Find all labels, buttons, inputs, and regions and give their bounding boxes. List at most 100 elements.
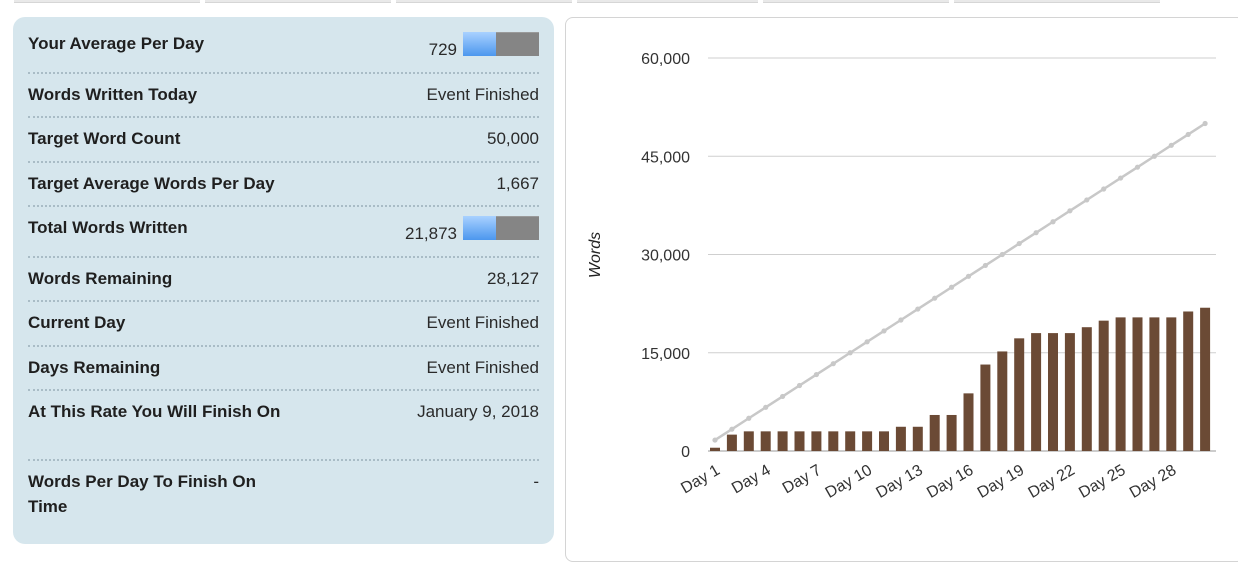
x-tick-label: Day 28 [1127, 462, 1179, 502]
avg-progress-bar [463, 32, 539, 56]
tab-stub[interactable] [577, 0, 758, 3]
stat-value: Event Finished [426, 313, 539, 332]
bar [1115, 317, 1126, 451]
target-point [830, 361, 836, 367]
x-tick-label: Day 22 [1025, 462, 1077, 502]
target-point [915, 306, 921, 312]
x-tick-label: Day 19 [975, 462, 1027, 502]
x-tick-label: Day 4 [729, 462, 774, 498]
chart-panel: 0 15,000 30,000 45,000 60,000 Day 1 Day 4 Day … [565, 17, 1238, 562]
row-divider [28, 459, 539, 461]
bar [1098, 320, 1109, 451]
bar [1081, 327, 1092, 451]
progress-fill [463, 32, 497, 56]
target-point [965, 273, 972, 279]
stat-label: Total Words Written [28, 218, 188, 237]
stat-value: 1,667 [496, 174, 539, 193]
stat-row-current-day: Current Day Event Finished [28, 310, 539, 335]
stat-value: Event Finished [426, 358, 539, 377]
target-point [780, 393, 786, 400]
target-point [1151, 153, 1157, 159]
stat-label: Words Written Today [28, 85, 198, 104]
stat-value: 729 [428, 40, 457, 59]
bar [895, 426, 906, 451]
bar [1048, 333, 1058, 451]
bar [946, 414, 957, 451]
row-divider [28, 116, 539, 118]
bar [845, 431, 856, 451]
stat-label: Target Word Count [28, 129, 181, 148]
row-divider [28, 389, 539, 391]
stat-row-avg-per-day: Your Average Per Day 729 [28, 30, 539, 60]
tab-stub[interactable] [763, 0, 949, 3]
target-point [729, 426, 735, 432]
tab-stub[interactable] [954, 0, 1160, 3]
stat-row-target-count: Target Word Count 50,000 [28, 126, 539, 151]
bar [912, 426, 923, 451]
stat-row-total-written: Total Words Written 21,873 [28, 214, 539, 244]
target-point [1185, 131, 1191, 138]
tab-stub[interactable] [396, 0, 572, 3]
y-tick-label: 60,000 [641, 51, 690, 68]
bar [1166, 317, 1177, 451]
target-point [999, 251, 1005, 258]
target-point [864, 339, 870, 345]
stat-row-words-per-day-needed: Words Per Day To Finish On Time - [28, 469, 539, 519]
bar [1064, 333, 1075, 451]
target-point [1118, 175, 1124, 181]
tab-stub[interactable] [205, 0, 391, 3]
x-tick-label: Day 25 [1076, 462, 1128, 502]
bar [726, 434, 737, 451]
stat-value: - [533, 472, 539, 491]
target-point [1101, 186, 1107, 192]
bar-series [710, 307, 1211, 451]
target-point [898, 317, 904, 323]
row-divider [28, 256, 539, 258]
stat-label: At This Rate You Will Finish On [28, 402, 281, 421]
y-tick-label: 15,000 [641, 346, 690, 363]
y-tick-label: 30,000 [641, 248, 690, 265]
target-point [1050, 219, 1056, 225]
stat-label: Words Per Day To Finish On Time [28, 472, 256, 516]
bar [777, 431, 788, 451]
bar [794, 431, 805, 451]
bar [980, 364, 991, 451]
target-line-series [712, 120, 1208, 443]
tab-stub[interactable] [14, 0, 200, 3]
target-point [1202, 120, 1208, 127]
target-point [746, 415, 752, 421]
target-point [949, 284, 955, 290]
target-point [763, 404, 769, 410]
bar [963, 393, 974, 451]
bar [743, 431, 754, 451]
bar [710, 447, 720, 451]
stats-panel: Your Average Per Day 729 Words Written T… [13, 17, 554, 544]
stat-row-target-avg: Target Average Words Per Day 1,667 [28, 171, 539, 196]
y-tick-labels: 0 15,000 30,000 45,000 60,000 [641, 51, 690, 461]
target-point [1134, 164, 1141, 170]
stat-value: 21,873 [405, 224, 457, 243]
target-point [796, 382, 803, 389]
target-point [932, 295, 938, 301]
grid-lines [708, 57, 1216, 452]
x-tick-label: Day 1 [678, 462, 723, 498]
target-point [1067, 208, 1073, 214]
x-tick-label: Day 16 [924, 462, 976, 502]
bar [1132, 317, 1143, 451]
bar [1149, 317, 1160, 451]
target-point [847, 350, 853, 356]
target-point [1016, 240, 1022, 247]
stat-label: Current Day [28, 313, 126, 332]
stat-label: Words Remaining [28, 269, 173, 288]
target-point [1168, 142, 1174, 148]
stat-value: 28,127 [487, 269, 539, 288]
stat-value: Event Finished [426, 85, 539, 104]
stat-row-words-today: Words Written Today Event Finished [28, 82, 539, 107]
row-divider [28, 205, 539, 207]
bar [1183, 311, 1194, 451]
row-divider [28, 72, 539, 74]
total-progress-bar [463, 216, 539, 240]
bar [929, 414, 940, 451]
progress-fill [463, 216, 497, 240]
